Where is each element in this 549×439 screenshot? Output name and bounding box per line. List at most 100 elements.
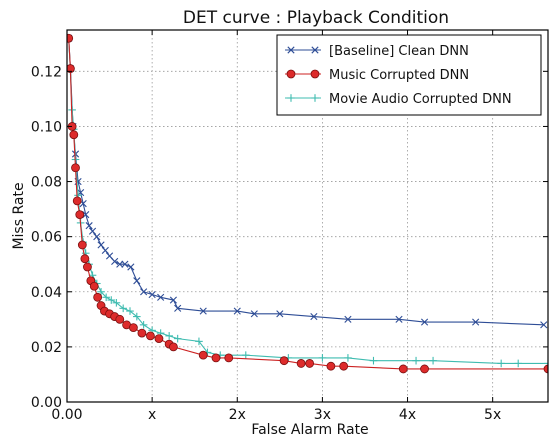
data-point <box>412 356 420 365</box>
legend-item: [Baseline] Clean DNN <box>285 44 469 59</box>
data-point <box>211 353 221 363</box>
y-tick-label: 0.06 <box>31 230 62 246</box>
data-point <box>540 321 548 329</box>
legend-box <box>276 34 542 116</box>
plot-frame <box>66 29 549 403</box>
marker-stroke <box>140 288 148 296</box>
marker-stroke <box>105 252 114 260</box>
data-point <box>250 310 258 318</box>
data-point <box>233 307 241 315</box>
data-point <box>198 350 208 360</box>
data-point <box>102 293 110 302</box>
data-point <box>97 287 105 296</box>
data-point <box>119 304 127 313</box>
data-point <box>111 257 119 266</box>
y-tick-label: 0.02 <box>31 340 62 356</box>
data-point <box>80 254 90 264</box>
marker-stroke <box>420 318 429 326</box>
marker-stroke <box>199 307 207 315</box>
data-point <box>543 364 548 374</box>
data-point <box>71 163 80 173</box>
legend-marker <box>287 46 295 54</box>
y-tick-label: 0.04 <box>31 285 62 301</box>
data-point <box>127 263 135 271</box>
legend-label: [Baseline] Clean DNN <box>329 44 469 59</box>
marker-stroke <box>97 241 105 249</box>
marker-stroke <box>133 277 141 285</box>
legend-label: Movie Audio Corrupted DNN <box>329 92 512 107</box>
data-point <box>344 315 352 323</box>
data-point <box>174 304 182 312</box>
data-point <box>398 364 408 374</box>
legend-label: Music Corrupted DNN <box>329 68 469 83</box>
data-point <box>241 351 250 359</box>
data-point <box>126 307 134 315</box>
marker-stroke <box>157 293 165 301</box>
data-point <box>93 233 101 241</box>
data-point <box>472 318 480 326</box>
marker-stroke <box>311 46 319 54</box>
data-point <box>326 361 336 371</box>
data-point <box>169 342 178 352</box>
data-point <box>139 321 148 329</box>
marker-stroke <box>85 222 93 230</box>
series-2 <box>67 33 548 374</box>
data-point <box>67 33 74 43</box>
chart-title: DET curve : Playback Condition <box>183 8 449 28</box>
marker-stroke <box>395 315 403 323</box>
data-point <box>72 196 82 206</box>
data-point <box>154 334 164 344</box>
series-layer <box>67 33 548 374</box>
data-point <box>146 331 155 341</box>
data-point <box>305 359 315 368</box>
data-point <box>395 315 403 323</box>
x-tick-label: 5x <box>484 407 501 423</box>
data-point <box>140 288 148 296</box>
marker-stroke <box>174 304 182 312</box>
data-point <box>165 332 173 340</box>
x-tick-label: 4x <box>399 407 416 423</box>
data-point <box>173 334 182 343</box>
marker-stroke <box>287 46 295 54</box>
legend-item: Movie Audio Corrupted DNN <box>285 92 512 107</box>
data-point <box>129 323 138 333</box>
marker-stroke <box>121 260 129 268</box>
marker-stroke <box>250 310 258 318</box>
data-point <box>77 240 87 250</box>
x-axis-label: False Alarm Rate <box>251 422 368 438</box>
data-point <box>339 361 349 371</box>
marker-stroke <box>148 290 156 299</box>
x-tick-label: 2x <box>229 407 246 423</box>
legend-marker <box>311 94 319 102</box>
data-point <box>344 354 352 362</box>
data-point <box>420 364 429 374</box>
data-point <box>83 262 92 272</box>
data-point <box>497 359 505 368</box>
data-point <box>69 130 79 140</box>
axis-ticks: 0.00 x 2x 3x 4x 5x 0.00 0.02 0.04 0.06 0.08 0.10 0.1… <box>31 30 548 423</box>
x-tick-label: 0.00 <box>51 407 82 423</box>
data-point <box>169 296 178 304</box>
data-point <box>116 260 124 268</box>
data-point <box>296 359 306 368</box>
marker-stroke <box>540 321 548 329</box>
y-axis-label: Miss Rate <box>11 182 27 249</box>
legend-item: Music Corrupted DNN <box>285 68 469 83</box>
data-point <box>369 356 378 365</box>
data-point <box>88 227 97 235</box>
marker-stroke <box>101 246 109 255</box>
data-point <box>67 64 75 73</box>
data-point <box>148 290 156 299</box>
data-point <box>93 292 103 302</box>
legend-marker <box>286 69 296 79</box>
data-point <box>121 260 129 268</box>
x-tick-label: 3x <box>314 407 331 423</box>
data-point <box>276 310 284 318</box>
marker-stroke <box>233 307 241 315</box>
data-point <box>318 354 327 362</box>
data-point <box>101 246 109 255</box>
data-point <box>224 353 234 363</box>
marker-stroke <box>344 315 352 323</box>
data-point <box>420 318 429 326</box>
